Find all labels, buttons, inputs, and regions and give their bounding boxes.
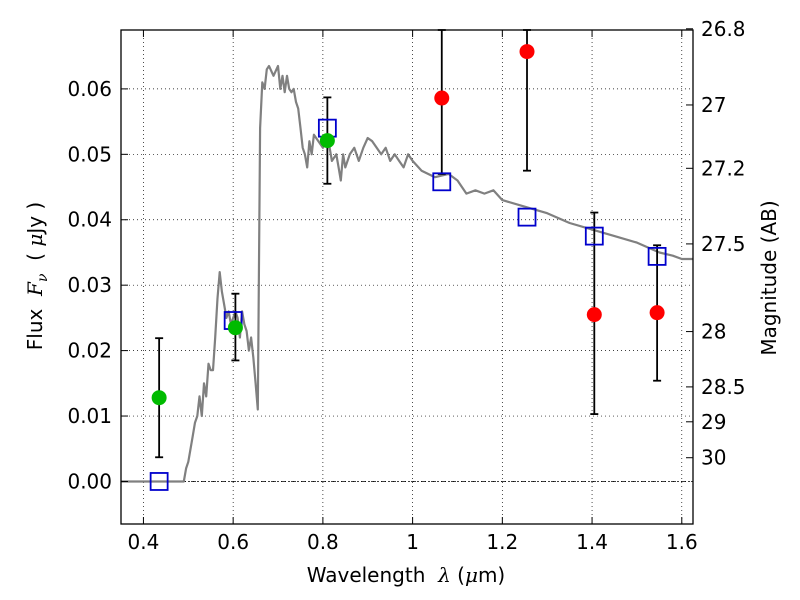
x-tick-label: 1 [406,530,419,554]
red-data-point [434,90,450,106]
x-tick-label: 0.8 [307,530,339,554]
red-data-point [649,305,665,321]
magnitude-tick-label: 28.5 [701,375,746,399]
model-box-marker [647,246,667,266]
model-box-marker [432,172,452,192]
x-axis-title: Wavelength λ (μm) [307,563,506,587]
magnitude-tick-label: 28 [701,320,726,344]
model-spectrum-line [121,64,693,483]
x-tick-label: 0.6 [217,530,249,554]
magnitude-tick-label: 29 [701,410,726,434]
plot-frame [120,29,694,525]
grid [121,30,693,524]
model-box-marker [517,207,537,227]
y-tick-label: 0.03 [67,273,112,297]
magnitude-tick-label: 27.2 [701,156,746,180]
x-tick-label: 1.6 [666,530,698,554]
model-box-marker [584,226,604,246]
green-data-point [227,320,243,336]
y-tick-label: 0.06 [67,77,112,101]
green-data-point [151,390,167,406]
magnitude-tick-label: 26.8 [701,17,746,41]
axis-ticks: 0.4 0.6 0.8 1 1.2 1.4 1.6 0.00 0.01 0.02 0.03 0.04 0… [67,17,745,554]
y2-axis-title: Magnitude (AB) [757,200,781,355]
x-tick-label: 0.4 [128,530,160,554]
y-axis-title: Flux Fν ( μJy ) [23,202,51,350]
y-tick-label: 0.05 [67,142,112,166]
red-data-point [586,307,602,323]
x-tick-label: 1.4 [576,530,608,554]
magnitude-tick-label: 27.5 [701,232,746,256]
green-data-point [319,133,335,149]
y-tick-label: 0.04 [67,208,112,232]
y-tick-label: 0.00 [67,469,112,493]
model-box-marker [149,472,169,491]
y-tick-label: 0.02 [67,339,112,363]
plot-area [121,29,693,491]
y-tick-label: 0.01 [67,404,112,428]
magnitude-tick-label: 27 [701,93,726,117]
x-tick-label: 1.2 [486,530,518,554]
red-data-point [519,44,535,60]
magnitude-tick-label: 30 [701,446,726,470]
